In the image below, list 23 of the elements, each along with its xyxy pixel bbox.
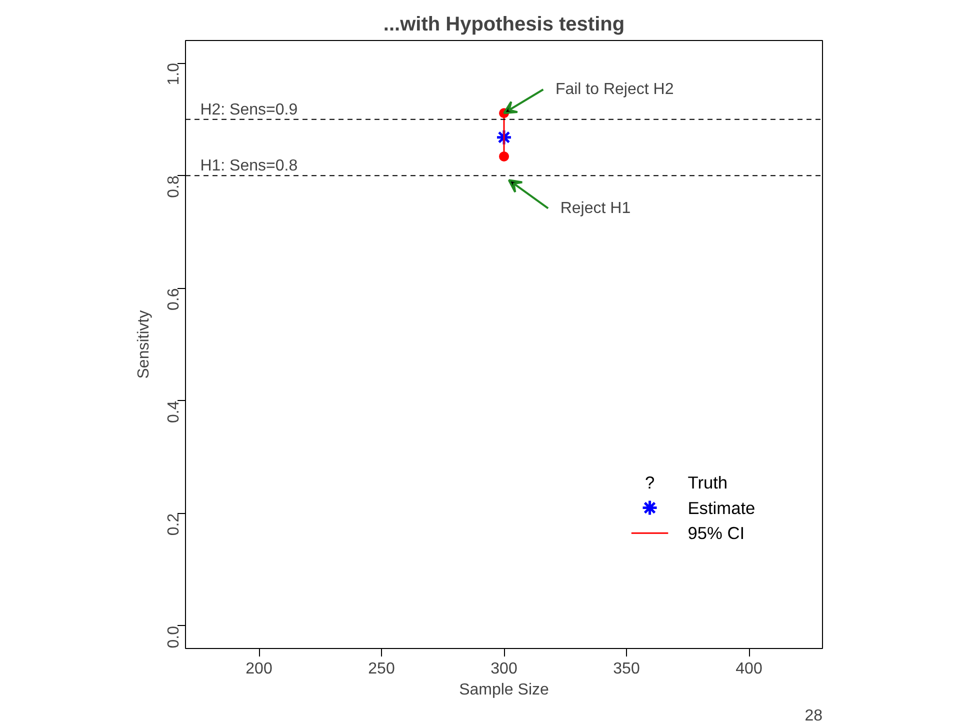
x-tick-label: 200: [246, 660, 272, 678]
y-tick-label: 0.8: [166, 176, 182, 198]
annotation: ?: [644, 472, 655, 492]
y-axis-title: Sensitivty: [136, 310, 152, 379]
x-tick-label: 250: [368, 660, 395, 678]
annotation: Reject H1: [560, 200, 631, 217]
legend-label: Estimate: [688, 498, 756, 518]
y-tick-label: 0.0: [166, 626, 182, 648]
y-tick-label: 0.2: [166, 513, 182, 536]
y-tick-label: 0.6: [166, 288, 182, 310]
ref-line-label: H2: Sens=0.9: [200, 101, 298, 118]
chart-title: ...with Hypothesis testing: [383, 14, 625, 36]
legend-label: Truth: [688, 472, 728, 492]
text: 28: [804, 708, 823, 724]
x-tick-label: 350: [613, 660, 640, 678]
legend-label: 95% CI: [688, 523, 745, 544]
y-tick-label: 0.4: [166, 400, 182, 424]
x-tick-label: 400: [736, 660, 762, 678]
y-tick-label: 1.0: [166, 62, 182, 86]
x-tick-label: 300: [490, 660, 518, 678]
x-axis-title: Sample Size: [459, 682, 550, 698]
ref-line-label: H1: Sens=0.8: [200, 158, 298, 175]
annotation: Fail to Reject H2: [555, 80, 674, 98]
